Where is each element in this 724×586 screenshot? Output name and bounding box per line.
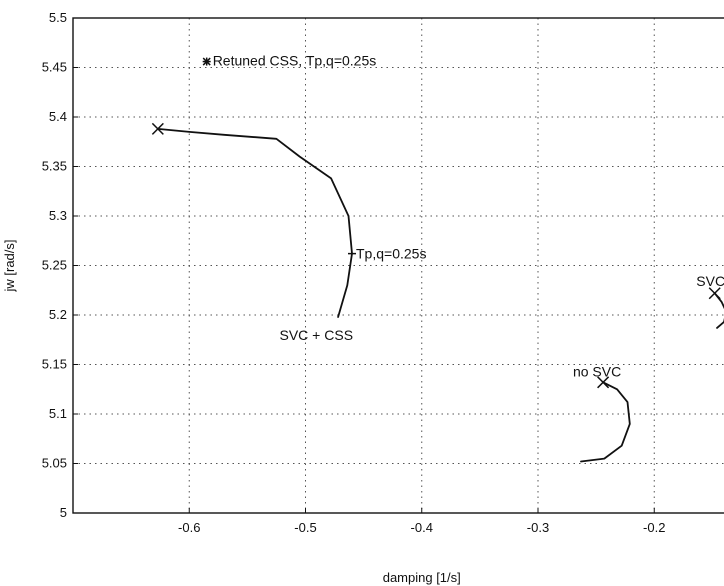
- asterisk-marker: [202, 57, 211, 66]
- annotation-tpq: Tp,q=0.25s: [356, 246, 426, 262]
- y-tick-label: 5.5: [49, 10, 67, 25]
- y-tick-label: 5.4: [49, 109, 67, 124]
- y-axis-label: jw [rad/s]: [2, 239, 17, 292]
- grid-layer: [73, 18, 724, 513]
- series-layer: [157, 128, 724, 463]
- x-ticks: -0.6 -0.5 -0.4 -0.3 -0.2: [178, 508, 665, 535]
- x-tick-label: -0.5: [294, 520, 316, 535]
- locus-no-svc: [580, 381, 631, 463]
- annotation-no-svc: no SVC: [573, 363, 621, 379]
- x-marker: [708, 287, 721, 300]
- x-tick-label: -0.6: [178, 520, 200, 535]
- x-tick-label: -0.2: [643, 520, 665, 535]
- x-tick-label: -0.4: [411, 520, 433, 535]
- y-tick-label: 5.2: [49, 307, 67, 322]
- x-marker: [597, 376, 610, 389]
- x-tick-label: -0.3: [527, 520, 549, 535]
- x-marker: [151, 122, 164, 135]
- marker-layer: [151, 57, 721, 389]
- y-tick-label: 5.35: [42, 159, 67, 174]
- annotation-svc-css: SVC + CSS: [280, 327, 354, 343]
- y-tick-label: 5: [60, 505, 67, 520]
- y-tick-label: 5.25: [42, 258, 67, 273]
- y-tick-label: 5.05: [42, 456, 67, 471]
- y-tick-label: 5.1: [49, 406, 67, 421]
- y-tick-label: 5.3: [49, 208, 67, 223]
- y-tick-label: 5.15: [42, 357, 67, 372]
- locus-svc: [713, 292, 724, 329]
- annotation-retuned-css: Retuned CSS, Tp,q=0.25s: [213, 53, 377, 69]
- locus-svc-css: [157, 128, 353, 318]
- x-axis-label: damping [1/s]: [383, 570, 461, 585]
- annotation-svc: SVC: [696, 273, 724, 289]
- y-ticks: 5 5.05 5.1 5.15 5.2 5.25 5.3 5.35 5.4 5.45 5.5: [42, 10, 78, 520]
- y-tick-label: 5.45: [42, 60, 67, 75]
- annotation-layer: Retuned CSS, Tp,q=0.25s Tp,q=0.25s SVC + C…: [213, 53, 724, 380]
